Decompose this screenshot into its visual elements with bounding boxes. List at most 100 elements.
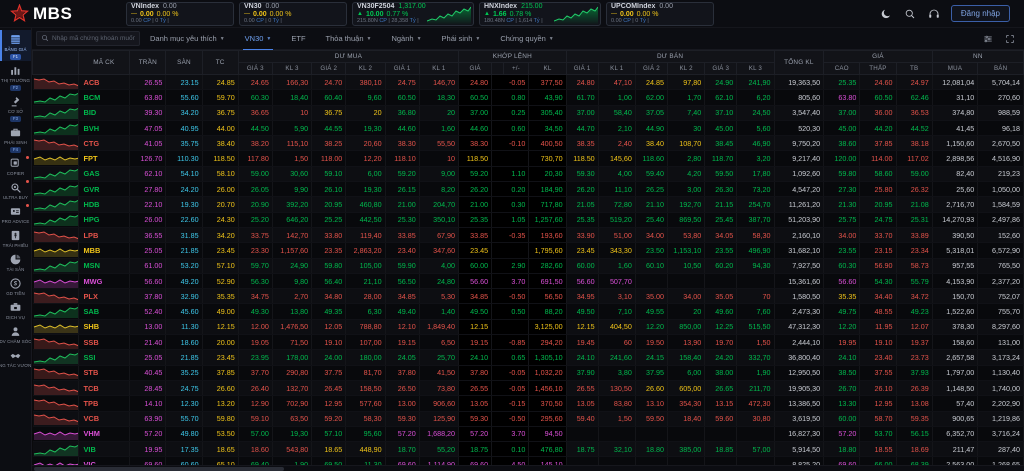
- ticker-symbol[interactable]: HDB: [78, 196, 131, 213]
- table-row[interactable]: SHB 13.00 11.30 12.15 12.00 1,476,50 12.05 788,…: [32, 319, 1024, 336]
- sidebar-item-bảng-giá[interactable]: BẢNG GIÁ F1: [0, 30, 31, 61]
- tab-danh-mục-yêu-thích[interactable]: Danh mục yêu thích ▼: [140, 28, 235, 50]
- sidebar-item-công-tác-vươn-xa[interactable]: CÔNG TÁC VƯƠN XA: [0, 346, 31, 370]
- table-row[interactable]: FPT 126.70 110.30 118.50 117.80 1,50 118.00 12,…: [32, 150, 1024, 167]
- col-giá2-7[interactable]: GIÁ 2: [311, 62, 347, 75]
- table-row[interactable]: VHM 57.20 49.80 53.50 57.00 19,30 57.10 95,60 57…: [32, 426, 1024, 443]
- search-input[interactable]: Nhập mã chứng khoán muốn tìm kiếm: [36, 31, 140, 46]
- sliders-icon[interactable]: [981, 32, 995, 46]
- sidebar-item-thị-trường[interactable]: THỊ TRƯỜNG F2: [0, 61, 31, 92]
- table-row[interactable]: VIB 19.95 17.35 18.65 18.60 543,80 18.65 448,90…: [32, 441, 1024, 458]
- col-giá-11[interactable]: GIÁ: [458, 62, 493, 75]
- col-kl2-8[interactable]: KL 2: [345, 62, 386, 75]
- ticker-symbol[interactable]: BCM: [78, 89, 131, 106]
- table-row[interactable]: BID 39.30 34.20 36.75 36.65 10 36.75 20 36.80 20 3…: [32, 105, 1024, 121]
- index-card-vnindex[interactable]: VNIndex 0.00—0.00 0.00 % 0.00 CP | 0 Tỷ |: [126, 1, 234, 26]
- index-card-vn30f2504[interactable]: VN30F2504 1,317.00 ▲ 10.00 0.77 % 215.80N CP …: [352, 1, 474, 26]
- table-row[interactable]: TPB 14.10 12.30 13.20 12.90 702,90 12.95 577,60…: [32, 395, 1024, 412]
- ticker-symbol[interactable]: TPB: [78, 395, 131, 412]
- col-kl1-16[interactable]: KL 1: [597, 62, 636, 75]
- table-row[interactable]: BCM 63.80 55.60 59.70 60.30 18,40 60.40 9,60 60.…: [32, 89, 1024, 106]
- ticker-symbol[interactable]: VIC: [78, 456, 131, 465]
- table-row[interactable]: LPB 36.55 31.85 34.20 33.75 142,70 33.80 119,40…: [32, 227, 1024, 244]
- scrollbar-thumb[interactable]: [34, 467, 284, 471]
- table-row[interactable]: GVR 27.80 24.20 26.00 26.05 9,90 26.10 19,30 26.…: [32, 181, 1024, 198]
- col-kl2-18[interactable]: KL 2: [666, 62, 706, 75]
- tab-etf[interactable]: ETF: [281, 28, 315, 50]
- col-giá1-9[interactable]: GIÁ 1: [384, 62, 420, 75]
- sidebar-item-trái-phiếu[interactable]: TRÁI PHIẾU: [0, 226, 31, 250]
- ticker-symbol[interactable]: MWG: [78, 273, 131, 290]
- col-giá3-19[interactable]: GIÁ 3: [704, 62, 738, 75]
- ticker-symbol[interactable]: FPT: [78, 150, 131, 167]
- price-table-container[interactable]: MÃ CK TRẦN SÀN TC DƯ MUA KHỚP LỆNH DƯ BÁN TỔNG …: [32, 50, 1024, 465]
- index-card-hnxindex[interactable]: HNXIndex 215.00 ▲ 1.66 0.78 % 180.48N CP | 1,…: [479, 1, 601, 26]
- col-mua-25[interactable]: MUA: [931, 62, 979, 75]
- ticker-symbol[interactable]: BID: [78, 105, 131, 121]
- table-row[interactable]: GAS 62.10 54.10 58.10 59.00 30,60 59.10 6,00 59.…: [32, 166, 1024, 183]
- table-row[interactable]: PLX 37.80 32.90 35.35 34.75 2,70 34.80 28,00 34.…: [32, 288, 1024, 305]
- ticker-symbol[interactable]: VIB: [78, 441, 131, 458]
- tab-chứng-quyền[interactable]: Chứng quyền ▼: [490, 28, 563, 50]
- expand-icon[interactable]: [1003, 32, 1017, 46]
- table-row[interactable]: SSB 21.40 18.60 20.00 19.05 71,50 19.10 107,00 1…: [32, 334, 1024, 351]
- col-blank-12[interactable]: [491, 62, 504, 75]
- tab-phái-sinh[interactable]: Phái sinh ▼: [432, 28, 491, 50]
- col-giá2-17[interactable]: GIÁ 2: [634, 62, 668, 75]
- ticker-symbol[interactable]: SSI: [78, 349, 131, 366]
- table-row[interactable]: CTG 41.05 35.75 38.40 38.20 115,10 38.25 20,60 3…: [32, 135, 1024, 152]
- tab-vn30[interactable]: VN30 ▼: [235, 28, 282, 50]
- ticker-symbol[interactable]: LPB: [78, 227, 131, 244]
- ticker-symbol[interactable]: PLX: [78, 288, 131, 305]
- col-kl1-10[interactable]: KL 1: [418, 62, 460, 75]
- table-row[interactable]: MBB 25.05 21.85 23.45 23.30 1,157,60 23.35 2,86…: [32, 242, 1024, 259]
- brand-logo[interactable]: MBS: [6, 3, 126, 24]
- table-row[interactable]: BVH 47.05 40.95 44.00 44.50 5,90 44.55 19,30 44.…: [32, 120, 1024, 137]
- ticker-symbol[interactable]: MSN: [78, 258, 131, 274]
- ticker-symbol[interactable]: VHM: [78, 426, 131, 443]
- ticker-symbol[interactable]: SSB: [78, 334, 131, 351]
- ticker-symbol[interactable]: CTG: [78, 135, 131, 152]
- col-cao-22[interactable]: CAO: [823, 62, 861, 75]
- ticker-symbol[interactable]: VCB: [78, 411, 131, 427]
- ticker-symbol[interactable]: SAB: [78, 303, 131, 320]
- table-row[interactable]: MSN 61.00 53.20 57.10 59.70 24,90 59.80 105,00 5…: [32, 258, 1024, 274]
- col--13[interactable]: +/-: [502, 62, 530, 75]
- ticker-symbol[interactable]: GAS: [78, 166, 131, 183]
- ticker-symbol[interactable]: HPG: [78, 212, 131, 228]
- horizontal-scrollbar[interactable]: [32, 465, 1024, 471]
- index-card-vn30[interactable]: VN30 0.00—0.00 0.00 % 0.00 CP | 0 Tỷ |: [239, 1, 347, 26]
- headset-icon[interactable]: [927, 7, 941, 21]
- col-giá1-15[interactable]: GIÁ 1: [565, 62, 599, 75]
- ticker-symbol[interactable]: STB: [78, 365, 131, 381]
- ticker-symbol[interactable]: SHB: [78, 319, 131, 336]
- table-row[interactable]: SSI 25.05 21.85 23.45 23.95 178,00 24.00 180,00…: [32, 349, 1024, 366]
- search-icon[interactable]: [903, 7, 917, 21]
- table-row[interactable]: STB 40.45 35.25 37.85 37.70 290,80 37.75 81,70 3…: [32, 365, 1024, 381]
- ticker-symbol[interactable]: BVH: [78, 120, 131, 137]
- sidebar-item-phái-sinh[interactable]: PHÁI SINH F4: [0, 123, 31, 154]
- table-row[interactable]: VCB 63.90 55.70 59.80 59.10 63,50 59.20 58,30 59…: [32, 411, 1024, 427]
- table-row[interactable]: ACB 26.55 23.15 24.85 24.65 166,30 24.70 380,10…: [32, 74, 1024, 91]
- table-row[interactable]: HPG 26.00 22.60 24.30 25.20 646,20 25.25 442,50…: [32, 212, 1024, 228]
- table-row[interactable]: SAB 52.40 45.60 49.00 49.30 13,80 49.35 6,30 49.…: [32, 303, 1024, 320]
- login-button[interactable]: Đăng nhập: [950, 5, 1010, 22]
- moon-icon[interactable]: [879, 7, 893, 21]
- ticker-symbol[interactable]: GVR: [78, 181, 131, 198]
- sidebar-item-pro-advice[interactable]: PRO ADVICE: [0, 202, 31, 226]
- col-giá3-5[interactable]: GIÁ 3: [237, 62, 273, 75]
- table-row[interactable]: TCB 28.45 24.75 26.60 26.40 132,70 26.45 158,50…: [32, 380, 1024, 397]
- col-kl-14[interactable]: KL: [528, 62, 567, 75]
- ticker-symbol[interactable]: ACB: [78, 74, 131, 91]
- sidebar-item-tài-sản[interactable]: TÀI SẢN: [0, 250, 31, 274]
- sidebar-item-dv-chăm-sóc[interactable]: DV CHĂM SÓC: [0, 322, 31, 346]
- sidebar-item-gd-tiền[interactable]: GD TIỀN: [0, 274, 31, 298]
- sidebar-item-cơ-sở[interactable]: CƠ SỞ F3: [0, 92, 31, 123]
- sidebar-item-dịch-vụ[interactable]: DỊCH VỤ: [0, 298, 31, 322]
- tab-ngành[interactable]: Ngành ▼: [381, 28, 431, 50]
- col-tb-24[interactable]: TB: [895, 62, 933, 75]
- tab-thỏa-thuận[interactable]: Thỏa thuận ▼: [316, 28, 382, 50]
- table-row[interactable]: VIC 69.60 60.60 65.10 69.40 1,90 69.50 11,30 69.…: [32, 456, 1024, 465]
- table-row[interactable]: HDB 22.10 19.30 20.70 20.90 392,20 20.95 460,80…: [32, 196, 1024, 213]
- ticker-symbol[interactable]: MBB: [78, 242, 131, 259]
